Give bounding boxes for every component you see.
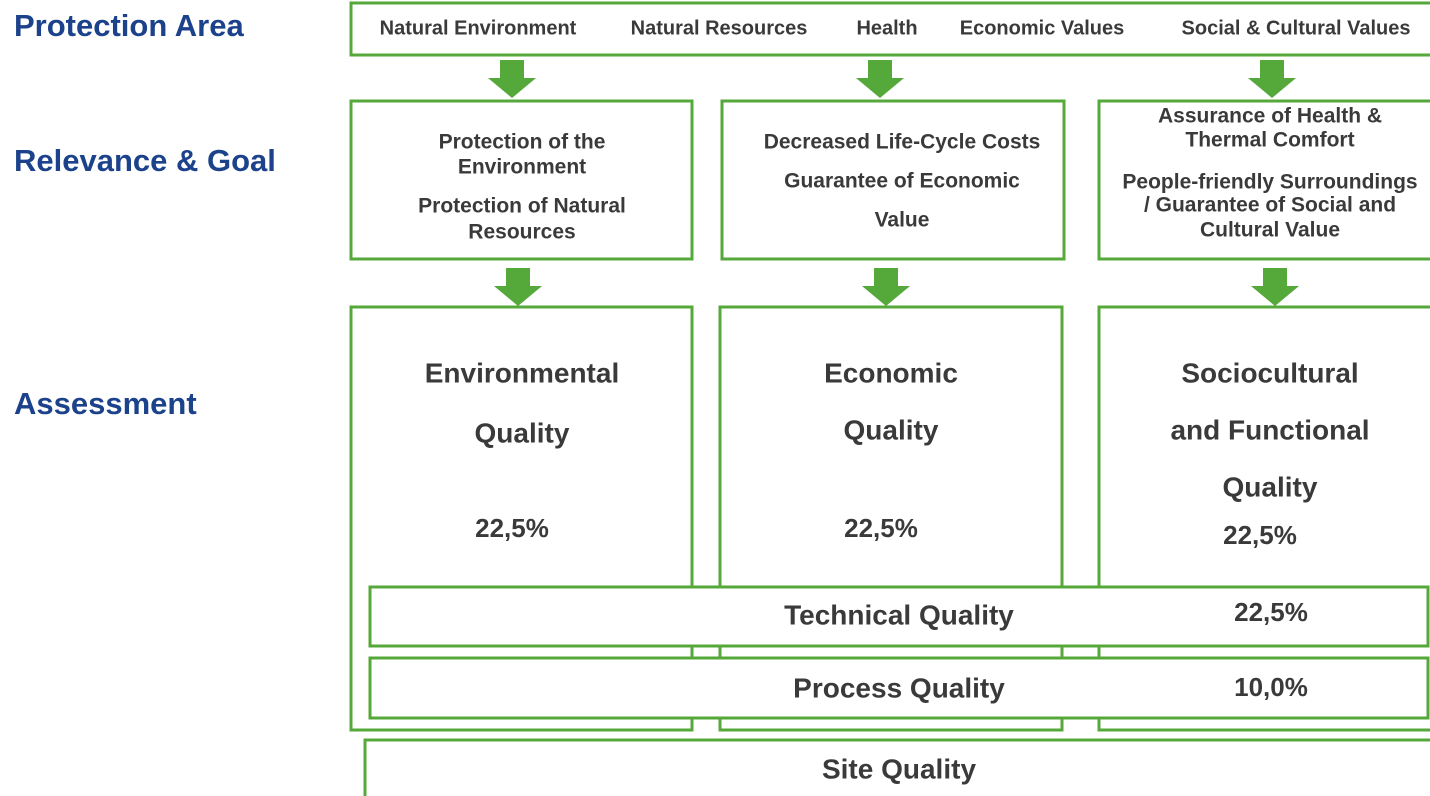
process-box: [368, 656, 1430, 720]
goal-line: Protection of the: [439, 131, 606, 154]
goal-line: Decreased Life-Cycle Costs: [764, 131, 1041, 154]
site-box: [363, 738, 1430, 796]
goal-line: People-friendly Surroundings: [1122, 171, 1417, 194]
goal-line: Assurance of Health &: [1158, 105, 1382, 128]
row-label: Assessment: [14, 386, 197, 421]
quality-title: Environmental: [425, 357, 619, 388]
goal-line: Environment: [458, 156, 586, 179]
goal-line: Protection of Natural: [418, 195, 626, 218]
goal-line: / Guarantee of Social and: [1144, 194, 1396, 217]
protection-box: [349, 1, 1430, 57]
protection-item: Social & Cultural Values: [1182, 17, 1411, 39]
goal-box: [349, 99, 694, 261]
goal-line: Value: [875, 209, 930, 232]
protection-item: Natural Resources: [631, 17, 808, 39]
process-title: Process Quality: [793, 672, 1005, 703]
quality-title: and Functional: [1170, 414, 1369, 445]
goal-box: [1097, 99, 1430, 261]
goal-line: Guarantee of Economic: [784, 170, 1020, 193]
quality-title: Quality: [475, 417, 570, 448]
quality-title: Economic: [824, 357, 958, 388]
row-label: Relevance & Goal: [14, 143, 276, 178]
quality-weight: 22,5%: [844, 513, 918, 543]
quality-title: Quality: [1223, 471, 1318, 502]
row-label: Protection Area: [14, 8, 244, 43]
technical-title: Technical Quality: [784, 599, 1014, 630]
goal-box: [720, 99, 1066, 261]
site-title: Site Quality: [822, 753, 976, 784]
goal-line: Cultural Value: [1200, 219, 1340, 242]
goal-line: Thermal Comfort: [1185, 129, 1354, 152]
arrows: [488, 60, 1299, 306]
technical-weight: 22,5%: [1234, 597, 1308, 627]
process-weight: 10,0%: [1234, 672, 1308, 702]
quality-title: Quality: [844, 414, 939, 445]
protection-item: Health: [856, 17, 917, 39]
protection-item: Economic Values: [960, 17, 1125, 39]
goal-line: Resources: [468, 221, 575, 244]
quality-title: Sociocultural: [1181, 357, 1358, 388]
technical-box: [368, 585, 1430, 648]
quality-weight: 22,5%: [475, 513, 549, 543]
protection-item: Natural Environment: [380, 17, 577, 39]
quality-weight: 22,5%: [1223, 520, 1297, 550]
